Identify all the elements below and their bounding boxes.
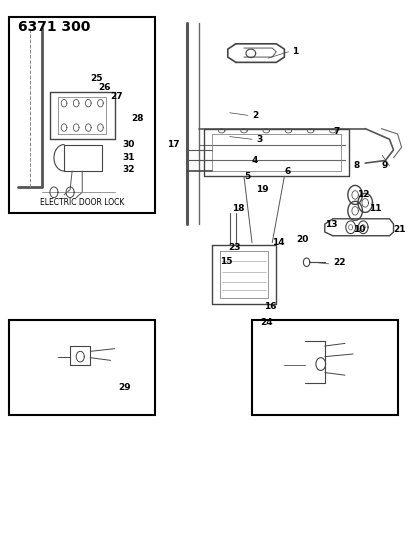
Text: 14: 14 [272,238,284,247]
Text: 13: 13 [324,220,337,229]
Text: 32: 32 [122,166,135,174]
Text: 12: 12 [356,190,369,199]
Text: 29: 29 [118,383,131,392]
Text: 11: 11 [369,204,381,213]
Text: 4: 4 [252,156,258,165]
Text: 26: 26 [98,83,111,92]
Bar [252,319,397,415]
Text: 8: 8 [352,161,358,170]
Text: 6371 300: 6371 300 [18,20,90,34]
Text: 31: 31 [122,154,135,163]
Bar [9,319,155,415]
Text: 15: 15 [219,257,231,265]
Text: 3: 3 [256,135,262,144]
Text: 18: 18 [231,204,244,213]
Text: 17: 17 [166,140,179,149]
Text: 23: 23 [227,244,240,253]
Text: 16: 16 [263,302,276,311]
Bar [9,17,155,214]
Text: 28: 28 [130,114,143,123]
Text: 25: 25 [90,74,103,83]
Text: ELECTRIC DOOR LOCK: ELECTRIC DOOR LOCK [40,198,124,207]
Text: 22: 22 [332,258,344,266]
Text: 24: 24 [259,318,272,327]
Text: 21: 21 [393,225,405,234]
Text: 10: 10 [352,225,364,234]
Text: 2: 2 [252,111,258,120]
Text: 19: 19 [256,185,268,194]
Text: 1: 1 [292,47,298,56]
Text: 20: 20 [296,236,308,245]
Text: 6: 6 [284,166,290,175]
Text: 27: 27 [110,92,123,101]
Text: 7: 7 [332,127,338,136]
Text: 5: 5 [243,172,249,181]
Text: 30: 30 [122,140,135,149]
Text: 9: 9 [380,161,387,170]
